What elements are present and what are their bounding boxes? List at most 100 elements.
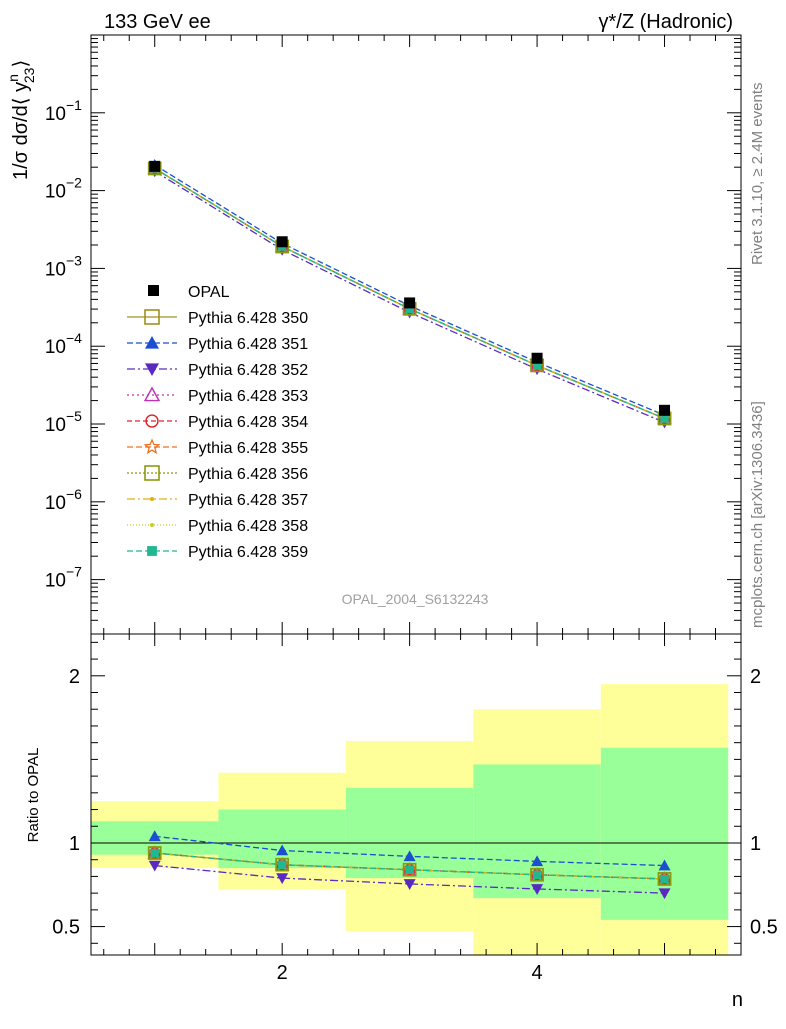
legend-entry-7: Pythia 6.428 357 xyxy=(127,492,308,509)
y-tick-exponent: −7 xyxy=(66,564,82,580)
opal-data-point xyxy=(149,160,161,172)
x-tick-label: 2 xyxy=(277,962,288,984)
series-1-point-ratio xyxy=(403,850,416,862)
legend-label-4: Pythia 6.428 354 xyxy=(188,414,308,431)
y-tick-label: 10 xyxy=(45,182,66,203)
series-markers xyxy=(147,159,672,900)
legend-label-1: Pythia 6.428 351 xyxy=(188,336,308,353)
legend-label-6: Pythia 6.428 356 xyxy=(188,466,308,483)
legend-label-2: Pythia 6.428 352 xyxy=(188,362,308,379)
series-2-point-ratio xyxy=(148,860,161,872)
legend-entry-opal: OPAL xyxy=(148,284,230,301)
series-9-point-ratio xyxy=(532,870,542,879)
series-1-point-ratio xyxy=(276,844,289,856)
x-axis-label: n xyxy=(732,989,743,1011)
legend-label-8: Pythia 6.428 358 xyxy=(188,518,308,535)
ratio-y-tick-label: 2 xyxy=(69,666,80,688)
series-1-point-ratio xyxy=(658,859,671,871)
series-9-point-top xyxy=(532,361,542,370)
series-6-point-ratio xyxy=(657,872,672,886)
series-line-top-6 xyxy=(154,167,665,420)
ratio-y-axis-label: Ratio to OPAL xyxy=(25,748,42,843)
series-6-point-ratio xyxy=(402,862,417,877)
legend-entry-0: Pythia 6.428 350 xyxy=(127,309,308,327)
mcplots-label: mcplots.cern.ch [arXiv:1306.3436] xyxy=(749,401,766,628)
legend-swatch-opal xyxy=(148,285,159,296)
header-left: 133 GeV ee xyxy=(104,11,211,33)
series-line-top-8 xyxy=(154,167,665,420)
ratio-y-tick-label: 0.5 xyxy=(52,917,80,939)
opal-data-point xyxy=(404,297,416,309)
header-right: γ*/Z (Hadronic) xyxy=(599,11,733,33)
ratio-y-tick-label-right: 2 xyxy=(750,666,761,688)
opal-data-point xyxy=(276,236,288,248)
ratio-uncertainty-bands xyxy=(91,684,729,955)
legend-entry-2: Pythia 6.428 352 xyxy=(127,362,308,379)
legend-label-7: Pythia 6.428 357 xyxy=(188,492,308,509)
legend-label-3: Pythia 6.428 353 xyxy=(188,388,308,405)
opal-data-point xyxy=(531,352,543,364)
legend-entry-4: Pythia 6.428 354 xyxy=(127,414,308,431)
y-tick-label: 10 xyxy=(45,571,66,592)
y-tick-label: 10 xyxy=(45,337,66,358)
legend-label-opal: OPAL xyxy=(188,284,230,301)
legend-entry-9: Pythia 6.428 359 xyxy=(127,544,308,561)
legend-label-9: Pythia 6.428 359 xyxy=(188,544,308,561)
legend-marker-7 xyxy=(150,497,154,501)
series-6-point-ratio xyxy=(275,857,289,872)
series-6-point-ratio xyxy=(530,867,544,882)
y-tick-exponent: −4 xyxy=(66,330,82,346)
series-line-top-5 xyxy=(154,167,665,420)
series-line-top-4 xyxy=(154,167,665,420)
axis-ticks: 2 410−710−610−510−410−310−210 −10.5 0.51 12 2 xyxy=(45,34,778,984)
legend-marker-0 xyxy=(144,309,160,325)
series-line-top-7 xyxy=(154,167,665,420)
ratio-panel-frame xyxy=(90,633,742,956)
legend-marker-8 xyxy=(150,523,154,527)
watermark: OPAL_2004_S6132243 xyxy=(342,591,489,607)
legend-marker-5 xyxy=(143,438,161,455)
series-9-point-ratio xyxy=(150,848,159,858)
series-line-ratio-2 xyxy=(154,864,665,894)
y-tick-exponent: −1 xyxy=(66,97,82,113)
y-tick-label: 10 xyxy=(45,259,66,280)
ratio-y-tick-label-right: 0.5 xyxy=(750,917,778,939)
legend-marker-9 xyxy=(147,546,157,556)
top-y-axis-label: 1/σ dσ/d⟨ yn23⟩ xyxy=(5,60,37,180)
series-9-point-ratio xyxy=(277,860,287,869)
y-tick-exponent: −2 xyxy=(66,175,82,191)
y-tick-label: 10 xyxy=(45,415,66,436)
y-tick-label: 10 xyxy=(45,493,66,514)
series-9-point-top xyxy=(660,414,669,423)
series-2-point-ratio xyxy=(403,879,416,890)
y-tick-exponent: −3 xyxy=(66,252,82,268)
series-9-point-ratio xyxy=(660,874,669,884)
opal-data-point xyxy=(659,404,671,416)
y-tick-exponent: −6 xyxy=(66,486,82,502)
series-2-point-ratio xyxy=(276,873,289,885)
legend-entry-1: Pythia 6.428 351 xyxy=(127,336,308,353)
series-line-top-9 xyxy=(154,167,665,420)
x-tick-label: 4 xyxy=(532,962,543,984)
y-tick-exponent: −5 xyxy=(66,408,82,424)
legend-marker-2 xyxy=(145,363,159,376)
legend-entry-5: Pythia 6.428 355 xyxy=(127,438,308,457)
series-9-point-top xyxy=(405,304,414,314)
legend-label-0: Pythia 6.428 350 xyxy=(188,310,308,327)
plot-frames xyxy=(90,34,742,956)
series-2-point-ratio xyxy=(531,884,544,895)
y-tick-label: 10 xyxy=(45,104,66,125)
legend-marker-3 xyxy=(143,386,161,402)
series-line-top-0 xyxy=(154,167,665,420)
legend-entry-6: Pythia 6.428 356 xyxy=(127,465,308,483)
series-line-top-3 xyxy=(154,167,665,420)
legend: OPAL Pythia 6.428 350 Pythia 6.428 351 Pyth… xyxy=(127,284,308,561)
legend-label-5: Pythia 6.428 355 xyxy=(188,440,308,457)
series-6-point-ratio xyxy=(147,846,162,860)
legend-marker-4 xyxy=(145,414,159,428)
series-2-point-ratio xyxy=(658,888,671,900)
legend-marker-6 xyxy=(144,465,160,481)
series-line-top-2 xyxy=(154,170,665,423)
legend-marker-1 xyxy=(145,336,159,349)
